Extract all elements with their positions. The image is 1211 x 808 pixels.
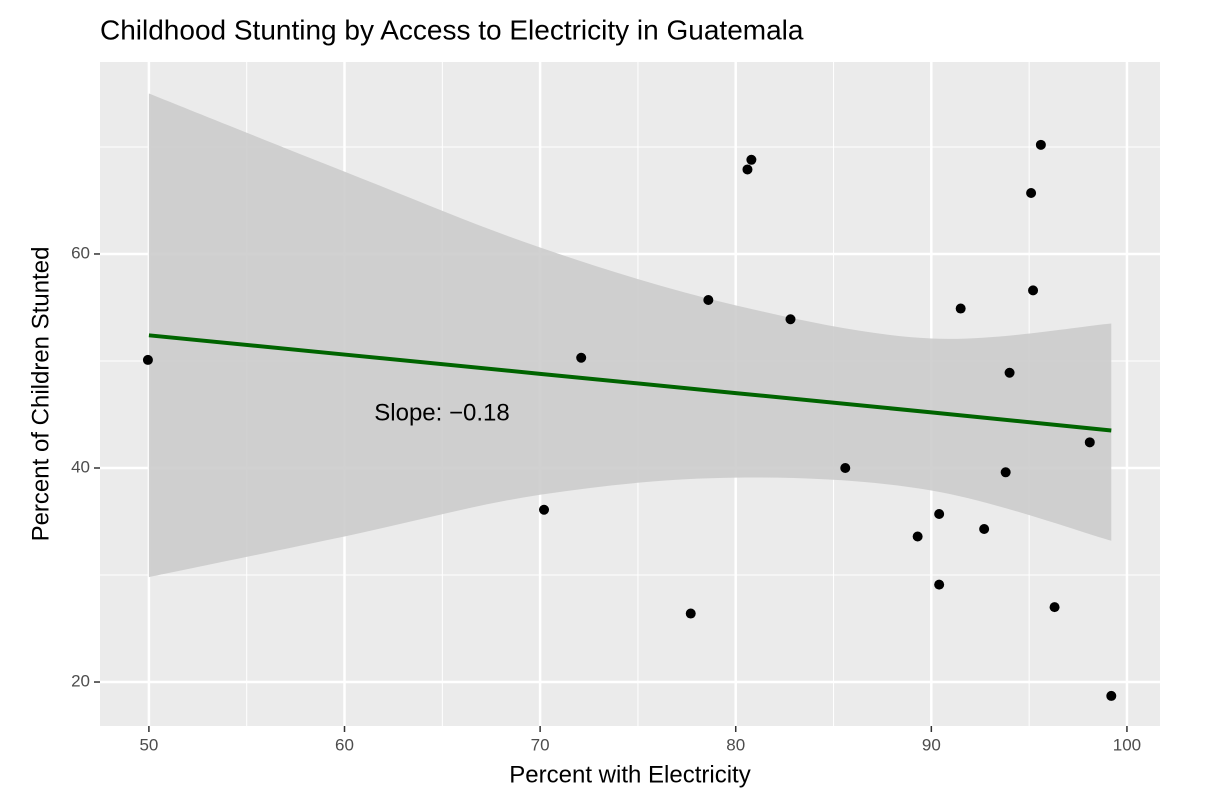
point xyxy=(955,303,966,314)
point xyxy=(785,314,796,325)
point xyxy=(1026,187,1037,198)
y-tick-label: 20 xyxy=(71,672,90,691)
point xyxy=(576,352,587,363)
point xyxy=(1000,467,1011,478)
point xyxy=(979,523,990,534)
y-tick-label: 40 xyxy=(71,457,90,476)
x-tick-label: 90 xyxy=(922,735,941,754)
point xyxy=(703,294,714,305)
fit-line xyxy=(148,333,1112,433)
y-axis-title: Percent of Children Stunted xyxy=(27,247,54,542)
point xyxy=(1028,285,1039,296)
point xyxy=(1035,139,1046,150)
point xyxy=(1106,690,1117,701)
point xyxy=(742,164,753,175)
point xyxy=(746,154,757,165)
x-tick-label: 100 xyxy=(1113,735,1141,754)
confidence-band xyxy=(148,93,1112,578)
point xyxy=(142,354,153,365)
point xyxy=(1004,367,1015,378)
x-tick-label: 80 xyxy=(726,735,745,754)
point xyxy=(934,509,945,520)
point xyxy=(934,579,945,590)
x-tick-label: 70 xyxy=(531,735,550,754)
point xyxy=(1049,602,1060,613)
point xyxy=(912,531,923,542)
point xyxy=(685,608,696,619)
x-tick-label: 50 xyxy=(139,735,158,754)
x-tick-label: 60 xyxy=(335,735,354,754)
point xyxy=(840,462,851,473)
chart-title: Childhood Stunting by Access to Electric… xyxy=(100,14,804,45)
annotation: Slope: −0.18 xyxy=(374,399,509,426)
y-tick-label: 60 xyxy=(71,243,90,262)
x-axis-title: Percent with Electricity xyxy=(509,761,750,788)
point xyxy=(539,504,550,515)
point xyxy=(1084,437,1095,448)
